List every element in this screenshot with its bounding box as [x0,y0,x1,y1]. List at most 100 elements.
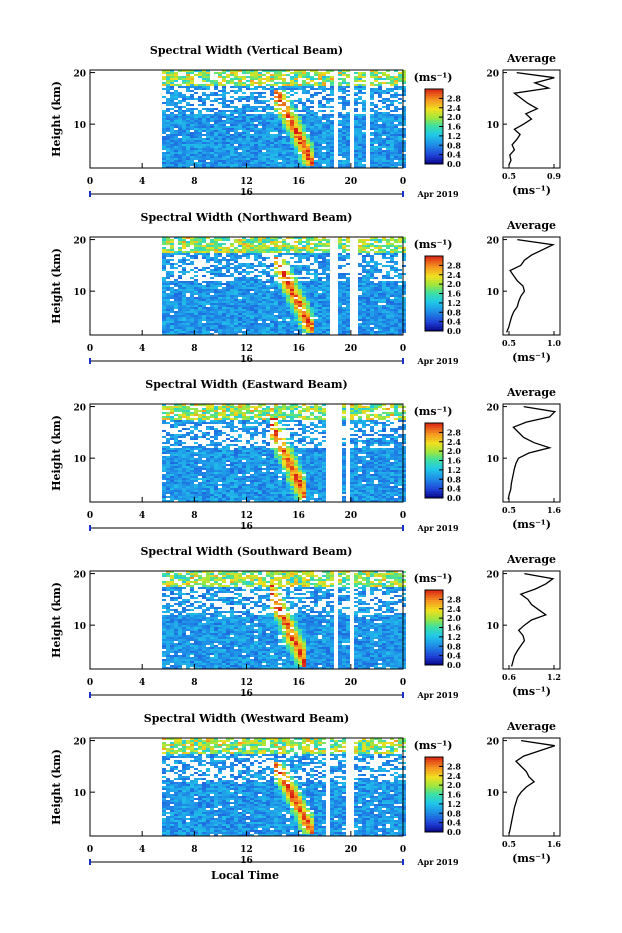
heatmap-cell [278,329,282,331]
heatmap-cell [178,285,182,287]
heatmap-cell [198,251,202,253]
heatmap-cell [198,160,202,162]
heatmap-cell [394,124,398,126]
heatmap-cell [230,305,234,307]
heatmap-cell [342,285,346,287]
heatmap-cell [210,241,214,243]
heatmap-cell [378,86,382,88]
heatmap-cell [290,307,294,309]
heatmap-cell [218,327,222,329]
heatmap-cell [182,331,186,333]
heatmap-cell [182,114,186,116]
heatmap-cell [306,295,310,297]
heatmap-cell [294,114,298,116]
heatmap-cell [394,144,398,146]
heatmap-cell [262,110,266,112]
heatmap-cell [394,289,398,291]
heatmap-cell [306,106,310,108]
heatmap-cell [210,94,214,96]
heatmap-cell [210,132,214,134]
heatmap-cell [294,142,298,144]
heatmap-cell [382,78,386,80]
heatmap-cell [330,86,334,88]
heatmap-cell [326,142,330,144]
heatmap-cell [262,331,266,333]
heatmap-cell [378,160,382,162]
heatmap-cell [314,257,318,259]
heatmap-cell [306,271,310,273]
heatmap-cell [242,307,246,309]
heatmap-cell [358,249,362,251]
heatmap-cell [302,329,306,331]
heatmap-cell [230,150,234,152]
heatmap-cell [270,243,274,245]
heatmap-cell [302,130,306,132]
heatmap-cell [362,86,366,88]
heatmap-cell [206,317,210,319]
heatmap-cell [322,134,326,136]
heatmap-cell [186,321,190,323]
heatmap-cell [302,150,306,152]
heatmap-cell [358,152,362,154]
average-y-tick-label: 10 [486,121,499,131]
heatmap-cell [318,325,322,327]
heatmap-cell [202,120,206,122]
heatmap-cell [178,414,182,416]
heatmap-cell [222,317,226,319]
heatmap-cell [302,249,306,251]
heatmap-cell [354,114,358,116]
heatmap-cell [222,138,226,140]
heatmap-cell [262,311,266,313]
heatmap-cell [366,261,370,263]
heatmap-cell [162,307,166,309]
heatmap-cell [214,309,218,311]
heatmap-cell [346,283,350,285]
heatmap-cell [386,325,390,327]
heatmap-cell [382,297,386,299]
heatmap-cell [254,315,258,317]
heatmap-cell [290,309,294,311]
heatmap-cell [182,132,186,134]
heatmap-cell [234,259,238,261]
heatmap-cell [202,309,206,311]
heatmap-cell [262,134,266,136]
heatmap-cell [166,72,170,74]
heatmap-cell [254,327,258,329]
heatmap-cell [278,301,282,303]
heatmap-cell [174,498,178,500]
heatmap-cell [386,148,390,150]
heatmap-cell [194,108,198,110]
heatmap-cell [202,303,206,305]
heatmap-cell [274,317,278,319]
heatmap-cell [166,92,170,94]
heatmap-cell [238,251,242,253]
heatmap-cell [226,323,230,325]
heatmap-cell [338,305,342,307]
heatmap-cell [310,285,314,287]
heatmap-cell [346,257,350,259]
heatmap-cell [278,291,282,293]
heatmap-cell [270,303,274,305]
heatmap-cell [386,301,390,303]
heatmap-cell [306,321,310,323]
heatmap-cell [246,154,250,156]
heatmap-cell [398,138,402,140]
heatmap-cell [214,329,218,331]
heatmap-cell [258,301,262,303]
heatmap-cell [306,309,310,311]
heatmap-cell [202,88,206,90]
heatmap-cell [394,120,398,122]
heatmap-cell [166,303,170,305]
heatmap-cell [166,313,170,315]
heatmap-cell [302,303,306,305]
heatmap-cell [318,327,322,329]
heatmap-cell [186,118,190,120]
heatmap-cell [262,239,266,241]
heatmap-cell [274,144,278,146]
heatmap-cell [382,239,386,241]
heatmap-cell [358,84,362,86]
heatmap-cell [382,132,386,134]
heatmap-cell [330,150,334,152]
heatmap-cell [342,106,346,108]
heatmap-cell [330,100,334,102]
